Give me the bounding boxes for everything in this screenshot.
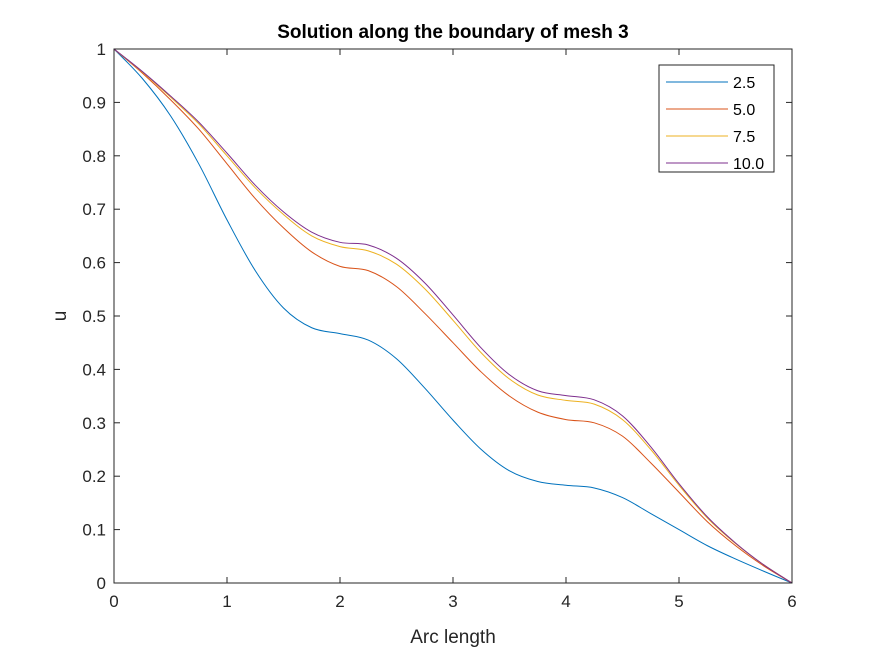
series-layer [113,48,793,584]
chart-title: Solution along the boundary of mesh 3 [277,22,629,43]
x-tick-label: 4 [561,592,570,611]
y-tick-label: 1 [97,40,106,59]
y-tick-label: 0.3 [82,414,106,433]
y-tick-label: 0.6 [82,254,106,273]
y-tick-label: 0.8 [82,147,106,166]
y-tick-label: 0.2 [82,467,106,486]
y-tick-label: 0.5 [82,307,106,326]
legend-label: 2.5 [733,75,755,92]
x-tick-label: 5 [674,592,683,611]
y-tick-label: 0.9 [82,93,106,112]
y-axis-label: u [50,311,71,322]
legend: 2.5 5.0 7.5 10.0 [658,64,775,173]
y-tick-label: 0.1 [82,521,106,540]
series-line-0 [113,48,793,584]
x-tick-label: 2 [335,592,344,611]
legend-box [658,64,775,173]
y-tick-label: 0.4 [82,360,106,379]
x-tick-label: 3 [448,592,457,611]
y-tick-label: 0.7 [82,200,106,219]
y-tick-label: 0 [97,574,106,593]
y-axis: 0 0.1 0.2 0.3 0.4 0.5 0.6 0.7 0.8 0.9 1 [82,40,792,593]
legend-label: 5.0 [733,102,755,119]
x-tick-label: 0 [109,592,118,611]
series-line-1 [113,48,793,584]
x-tick-label: 6 [787,592,796,611]
legend-label: 10.0 [733,156,764,173]
series-line-3 [113,48,793,584]
x-axis: 0 1 2 3 4 5 6 [109,49,797,611]
series-line-2 [113,48,793,584]
x-tick-label: 1 [222,592,231,611]
legend-label: 7.5 [733,129,755,146]
x-axis-label: Arc length [410,627,496,648]
